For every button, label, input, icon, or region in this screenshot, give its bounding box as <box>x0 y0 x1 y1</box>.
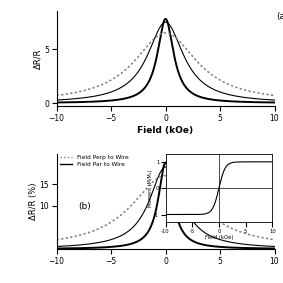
X-axis label: Field (kOe): Field (kOe) <box>138 126 194 135</box>
Text: (b): (b) <box>78 202 91 211</box>
Legend: Field Perp to Wire, Field Par to Wire: Field Perp to Wire, Field Par to Wire <box>59 155 129 167</box>
Y-axis label: ΔR/R: ΔR/R <box>34 49 43 69</box>
Y-axis label: ΔR/R (%): ΔR/R (%) <box>29 183 38 220</box>
Text: (a): (a) <box>277 12 283 21</box>
